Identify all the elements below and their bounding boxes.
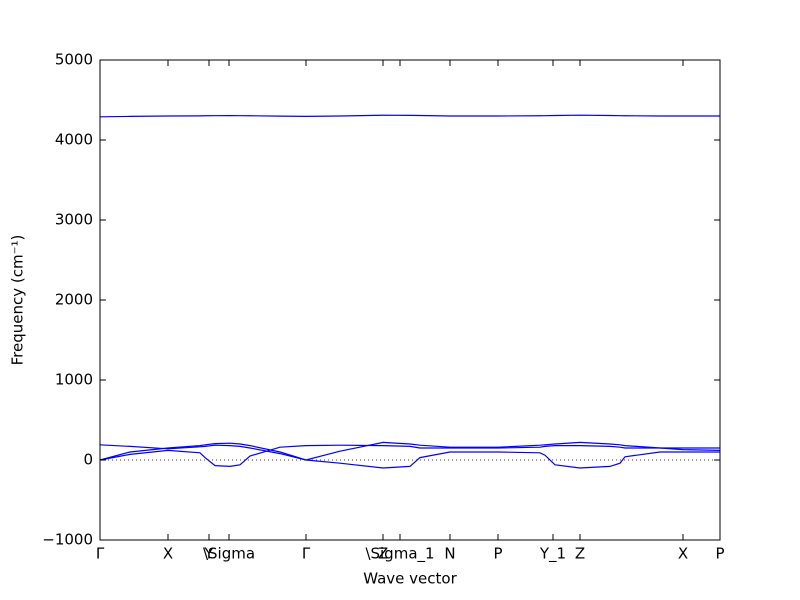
x-tick-label: \Sigma — [203, 545, 255, 563]
y-tick-label: 0 — [83, 451, 93, 469]
x-tick-label: P — [715, 545, 724, 563]
y-tick-label: 5000 — [55, 51, 93, 69]
band-line — [99, 444, 720, 469]
x-tick-label: Y_1 — [539, 545, 566, 564]
y-tick-label: 2000 — [55, 291, 93, 309]
x-tick-label: Z — [575, 545, 585, 563]
y-tick-label: −1000 — [42, 531, 93, 549]
band-line — [99, 114, 720, 118]
x-axis-label: Wave vector — [363, 570, 457, 588]
y-axis-label: Frequency (cm⁻¹) — [9, 235, 27, 366]
x-tick-label: Γ — [302, 545, 311, 563]
x-tick-label: Γ — [96, 545, 105, 563]
y-tick-label: 1000 — [55, 371, 93, 389]
x-tick-label: P — [493, 545, 502, 563]
y-tick-label: 4000 — [55, 131, 93, 149]
plot-frame — [99, 59, 721, 541]
band-line — [99, 444, 720, 468]
x-tick-label: X — [163, 545, 173, 563]
band-line — [99, 441, 721, 461]
x-tick-label: X — [678, 545, 688, 563]
x-tick-label: N — [444, 545, 455, 563]
x-tick-label: Y — [203, 545, 214, 563]
x-tick-label: Z — [378, 545, 388, 563]
x-tick-label: \Sigma_1 — [365, 545, 434, 564]
y-tick-label: 3000 — [55, 211, 93, 229]
